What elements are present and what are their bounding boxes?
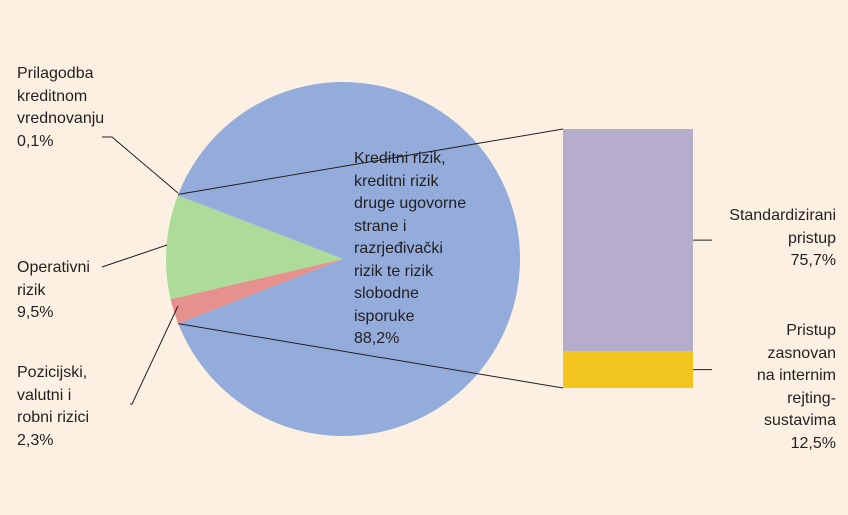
label-cva: Prilagodba kreditnom vrednovanju 0,1% <box>17 63 104 153</box>
leader-cva <box>102 136 179 194</box>
label-irb-line-2: zasnovan <box>767 344 837 362</box>
label-position: Pozicijski, valutni i robni rizici 2,3% <box>17 362 89 452</box>
label-operational-line-2: rizik <box>17 281 46 299</box>
label-standardised-value: 75,7% <box>790 252 836 269</box>
label-position-line-2: valutni i <box>17 386 72 404</box>
bar-segment-standardised <box>563 129 693 352</box>
label-standardised-line-2: pristup <box>787 229 836 247</box>
label-credit-line-4: strane i <box>354 217 407 235</box>
label-credit-line-1: Kreditni rizik, <box>354 150 446 167</box>
label-irb-value: 12,5% <box>790 434 836 452</box>
label-cva-line-3: vrednovanju <box>17 110 105 127</box>
bar-segment-irb <box>563 351 693 388</box>
label-operational-value: 9,5% <box>17 304 54 321</box>
connector-bottom <box>178 323 564 389</box>
label-position-value: 2,3% <box>17 431 54 449</box>
pie-slice-cva <box>177 194 343 259</box>
label-cva-line-1: Prilagodba <box>17 65 94 82</box>
pie-slice-position <box>170 259 343 324</box>
label-irb: Pristup zasnovan na internim rejting- su… <box>757 320 836 455</box>
label-irb-line-1: Pristup <box>786 322 836 339</box>
label-cva-value: 0,1% <box>17 132 54 150</box>
label-standardised: Standardizirani pristup 75,7% <box>729 205 836 273</box>
label-credit-line-5: razrjeđivački <box>354 240 443 257</box>
label-credit-line-7: slobodne <box>354 285 419 302</box>
label-cva-line-2: kreditnom <box>17 87 88 105</box>
label-irb-line-3: na internim <box>756 367 836 384</box>
label-credit: Kreditni rizik, kreditni rizik druge ugo… <box>354 148 466 351</box>
label-credit-value: 88,2% <box>354 330 400 347</box>
label-irb-line-4: rejting- <box>787 389 836 407</box>
label-credit-line-8: isporuke <box>354 307 415 325</box>
label-credit-line-2: kreditni rizik <box>354 172 439 190</box>
leader-position <box>130 305 179 405</box>
label-position-line-3: robni rizici <box>17 409 90 426</box>
label-position-line-1: Pozicijski, <box>17 364 88 381</box>
pie-slice-operational <box>166 195 343 300</box>
label-credit-line-6: rizik te rizik <box>354 262 434 280</box>
connector-top <box>178 128 564 195</box>
pie-slice-credit <box>178 82 520 437</box>
label-credit-line-3: druge ugovorne <box>354 195 467 212</box>
label-operational: Operativni rizik 9,5% <box>17 257 90 325</box>
label-irb-line-5: sustavima <box>763 412 836 429</box>
label-operational-line-1: Operativni <box>17 259 90 276</box>
leader-operational <box>101 244 168 268</box>
label-standardised-line-1: Standardizirani <box>729 207 836 224</box>
